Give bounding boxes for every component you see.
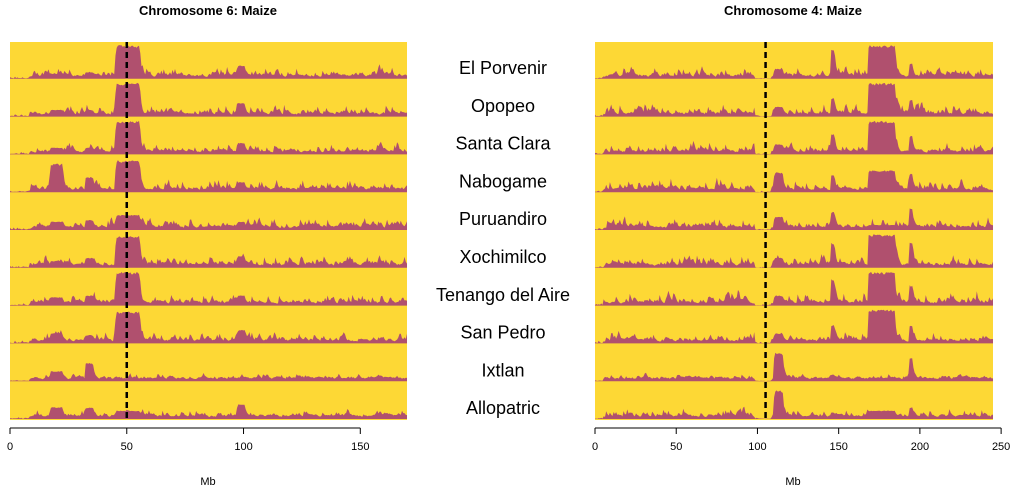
x-axis-chromosome-4: 0 50 100 150 200 250 <box>592 427 1010 453</box>
track-santa-clara <box>10 120 407 155</box>
track-xochimilco <box>595 234 993 268</box>
track-santa-clara <box>595 120 993 155</box>
population-label: Xochimilco <box>459 247 546 267</box>
population-labels: El Porvenir Opopeo Santa Clara Nabogame Puru… <box>436 58 570 418</box>
x-tick-label: 150 <box>829 441 847 453</box>
population-label: Nabogame <box>459 171 547 191</box>
x-tick-label: 50 <box>670 441 682 453</box>
track-san-pedro <box>595 309 993 344</box>
tracks-chromosome-4 <box>595 45 993 419</box>
population-label: San Pedro <box>460 323 545 343</box>
population-label: Allopatric <box>466 398 540 418</box>
chart-title-chromosome-6: Chromosome 6: Maize <box>139 3 277 18</box>
x-tick-label: 0 <box>592 441 598 453</box>
track-el-porvenir <box>10 45 407 79</box>
track-opopeo <box>595 82 993 117</box>
x-tick-label: 100 <box>234 441 252 453</box>
x-axis-label-chromosome-4: Mb <box>785 476 800 488</box>
population-label: Opopeo <box>471 96 535 116</box>
population-label: Santa Clara <box>455 134 551 154</box>
track-allopatric <box>595 390 993 419</box>
x-tick-label: 150 <box>351 441 369 453</box>
x-axis-label-chromosome-6: Mb <box>200 476 215 488</box>
population-label: Puruandiro <box>459 209 547 229</box>
x-tick-label: 100 <box>748 441 766 453</box>
track-el-porvenir <box>595 45 993 79</box>
track-tenango-del-aire <box>10 272 407 306</box>
x-tick-label: 250 <box>992 441 1010 453</box>
track-puruandiro <box>595 208 993 230</box>
track-nabogame <box>595 170 993 193</box>
track-san-pedro <box>10 311 407 344</box>
chromosome-4-panel: Chromosome 4: Maize 0 50 100 150 200 250 Mb <box>592 3 1010 488</box>
track-tenango-del-aire <box>595 272 993 306</box>
chart-title-chromosome-4: Chromosome 4: Maize <box>724 3 862 18</box>
population-label: El Porvenir <box>459 58 547 78</box>
x-tick-label: 0 <box>7 441 13 453</box>
x-tick-label: 50 <box>121 441 133 453</box>
tracks-chromosome-6 <box>10 45 407 419</box>
track-puruandiro <box>10 214 407 230</box>
population-label: Tenango del Aire <box>436 285 570 305</box>
plot-background-chromosome-4 <box>595 42 993 420</box>
track-xochimilco <box>10 235 407 268</box>
track-allopatric <box>10 404 407 419</box>
track-opopeo <box>10 82 407 117</box>
x-tick-label: 200 <box>911 441 929 453</box>
x-axis-chromosome-6: 0 50 100 150 <box>7 427 369 453</box>
track-nabogame <box>10 160 407 193</box>
population-label: Ixtlan <box>481 360 524 380</box>
track-ixtlan <box>10 363 407 382</box>
chromosome-6-panel: Chromosome 6: Maize 0 50 100 150 Mb <box>7 3 407 488</box>
plot-background-chromosome-6 <box>10 42 407 420</box>
track-ixtlan <box>595 352 993 382</box>
